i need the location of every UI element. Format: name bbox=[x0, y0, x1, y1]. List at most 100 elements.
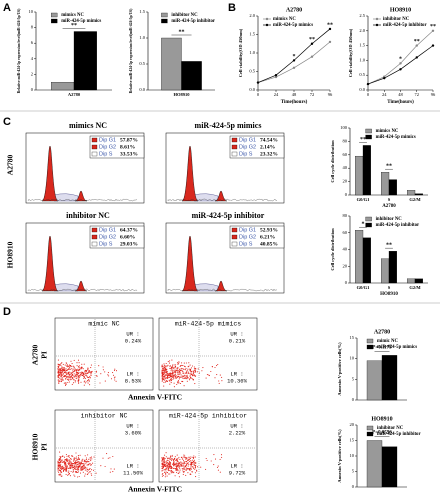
event-dot bbox=[187, 366, 189, 368]
event-dot bbox=[58, 375, 60, 377]
event-dot bbox=[65, 378, 67, 380]
event-dot bbox=[221, 380, 223, 382]
event-dot bbox=[173, 386, 175, 388]
bar bbox=[381, 355, 398, 401]
event-dot bbox=[163, 385, 165, 387]
event-dot bbox=[74, 463, 76, 465]
g1-peak bbox=[181, 145, 199, 202]
event-dot bbox=[73, 474, 75, 476]
y-axis-label: Cell cycle distribution bbox=[330, 140, 335, 183]
panel-label: B bbox=[228, 2, 236, 14]
event-dot bbox=[59, 368, 61, 370]
event-dot bbox=[81, 363, 83, 365]
event-dot bbox=[166, 372, 168, 374]
y-tick-label: 40 bbox=[343, 247, 348, 252]
legend-swatch bbox=[365, 134, 372, 140]
event-dot bbox=[167, 467, 169, 469]
event-dot bbox=[168, 362, 171, 364]
chart-title: HO8910 bbox=[390, 7, 411, 13]
event-dot bbox=[206, 374, 208, 376]
event-dot bbox=[179, 471, 181, 473]
event-dot bbox=[74, 475, 76, 477]
event-dot bbox=[112, 372, 114, 374]
event-dot bbox=[66, 455, 68, 457]
event-dot bbox=[170, 471, 172, 473]
event-dot bbox=[165, 378, 167, 380]
event-dot bbox=[163, 469, 165, 471]
y-tick-label: 10 bbox=[350, 453, 355, 458]
event-dot bbox=[77, 468, 79, 470]
y-tick-label: 60 bbox=[343, 152, 348, 157]
event-dot bbox=[183, 470, 185, 472]
x-tick-label: 24 bbox=[382, 92, 387, 97]
legend-swatch bbox=[375, 23, 379, 27]
event-dot bbox=[60, 364, 62, 367]
event-dot bbox=[176, 376, 179, 378]
event-dot bbox=[168, 460, 170, 462]
event-dot bbox=[170, 462, 172, 464]
event-dot bbox=[82, 462, 84, 465]
y-tick-label: 1.0 bbox=[139, 35, 145, 40]
event-dot bbox=[86, 372, 89, 374]
event-dot bbox=[170, 380, 172, 382]
event-dot bbox=[67, 366, 69, 368]
event-dot bbox=[58, 365, 60, 367]
event-dot bbox=[189, 374, 191, 376]
phase-value: 64.37% bbox=[120, 227, 138, 233]
event-dot bbox=[205, 457, 207, 460]
event-dot bbox=[58, 460, 60, 462]
event-dot bbox=[66, 362, 68, 364]
bar bbox=[355, 230, 364, 284]
y-tick-label: 8 bbox=[31, 25, 34, 30]
event-dot bbox=[174, 475, 176, 477]
y-tick-label: 100 bbox=[340, 125, 348, 130]
point bbox=[399, 62, 402, 65]
event-dot bbox=[185, 362, 187, 364]
event-dot bbox=[190, 377, 192, 379]
phase-name: Dip S bbox=[239, 241, 253, 247]
event-dot bbox=[167, 457, 169, 459]
event-dot bbox=[61, 371, 63, 373]
event-dot bbox=[66, 373, 68, 375]
dot-plot-frame bbox=[54, 409, 154, 483]
point bbox=[310, 55, 314, 58]
chart-title: A2780 bbox=[286, 7, 302, 13]
event-dot bbox=[183, 461, 185, 463]
x-tick-label: G0/G1 bbox=[357, 197, 371, 202]
event-dot bbox=[72, 365, 74, 367]
event-dot bbox=[189, 368, 191, 370]
event-dot bbox=[193, 368, 195, 370]
event-dot bbox=[69, 460, 71, 462]
event-dot bbox=[171, 467, 173, 469]
event-dot bbox=[221, 456, 223, 458]
event-dot bbox=[89, 384, 91, 386]
x-tick-label: S bbox=[388, 197, 391, 202]
event-dot bbox=[61, 471, 63, 473]
event-dot bbox=[64, 459, 67, 461]
legend-swatch bbox=[366, 425, 374, 431]
event-dot bbox=[169, 469, 171, 471]
event-dot bbox=[170, 469, 172, 471]
y-tick-label: 0.0 bbox=[249, 87, 255, 92]
bar bbox=[388, 179, 397, 196]
event-dot bbox=[166, 369, 168, 371]
point bbox=[256, 81, 260, 84]
event-dot bbox=[65, 459, 67, 461]
event-dot bbox=[89, 377, 92, 379]
legend-swatch bbox=[231, 151, 238, 157]
event-dot bbox=[162, 472, 164, 475]
event-dot bbox=[83, 459, 85, 462]
event-dot bbox=[177, 464, 179, 466]
event-dot bbox=[91, 474, 93, 476]
phase-value: 29.03% bbox=[120, 241, 138, 247]
event-dot bbox=[80, 462, 82, 464]
event-dot bbox=[76, 362, 78, 364]
bar bbox=[161, 37, 182, 91]
x-tick-label: 72 bbox=[415, 92, 420, 97]
y-axis-label: Cell viability(OD 450nm) bbox=[238, 28, 243, 77]
event-dot bbox=[175, 459, 177, 462]
event-dot bbox=[89, 375, 91, 378]
event-dot bbox=[178, 463, 180, 465]
event-dot bbox=[78, 376, 80, 378]
event-dot bbox=[175, 465, 177, 467]
